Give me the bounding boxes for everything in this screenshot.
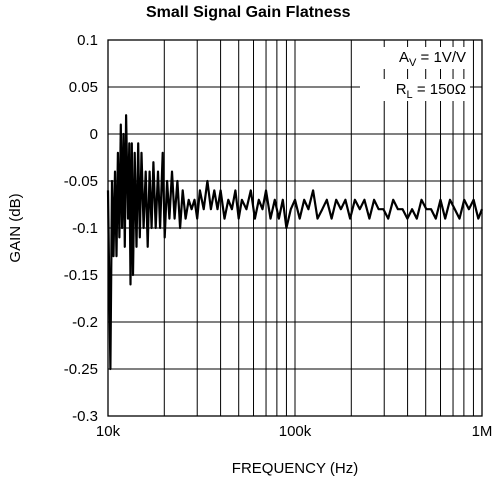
y-tick-label: -0.25 (64, 361, 98, 378)
annotation-text: AV = 1V/V (399, 49, 466, 69)
y-tick-label: -0.05 (64, 173, 98, 190)
chart-title: Small Signal Gain Flatness (146, 4, 351, 21)
x-tick-label: 10k (96, 423, 121, 440)
y-tick-labels: 0.1 0.05 0 -0.05 -0.1 -0.15 -0.2 -0.25 -0.3 (64, 32, 98, 425)
y-axis-label: GAIN (dB) (7, 193, 24, 262)
annotation-group: AV = 1V/V RL = 150Ω (360, 47, 470, 101)
x-tick-label: 1M (472, 423, 493, 440)
x-axis-label: FREQUENCY (Hz) (232, 460, 358, 477)
grid-lines (108, 40, 482, 416)
annotation-text: RL = 150Ω (396, 81, 466, 101)
y-tick-label: -0.3 (72, 408, 98, 425)
x-tick-label: 100k (279, 423, 312, 440)
gain-trace (106, 114, 484, 371)
x-tick-labels: 10k 100k 1M (96, 423, 493, 440)
y-tick-label: 0.1 (77, 32, 98, 49)
annotation-bg (360, 47, 470, 69)
plot-frame (107, 39, 483, 417)
y-tick-label: -0.1 (72, 220, 98, 237)
y-tick-label: -0.15 (64, 267, 98, 284)
y-tick-label: -0.2 (72, 314, 98, 331)
y-tick-label: 0.05 (69, 79, 98, 96)
annotation-bg (360, 79, 470, 101)
y-tick-label: 0 (90, 126, 98, 143)
